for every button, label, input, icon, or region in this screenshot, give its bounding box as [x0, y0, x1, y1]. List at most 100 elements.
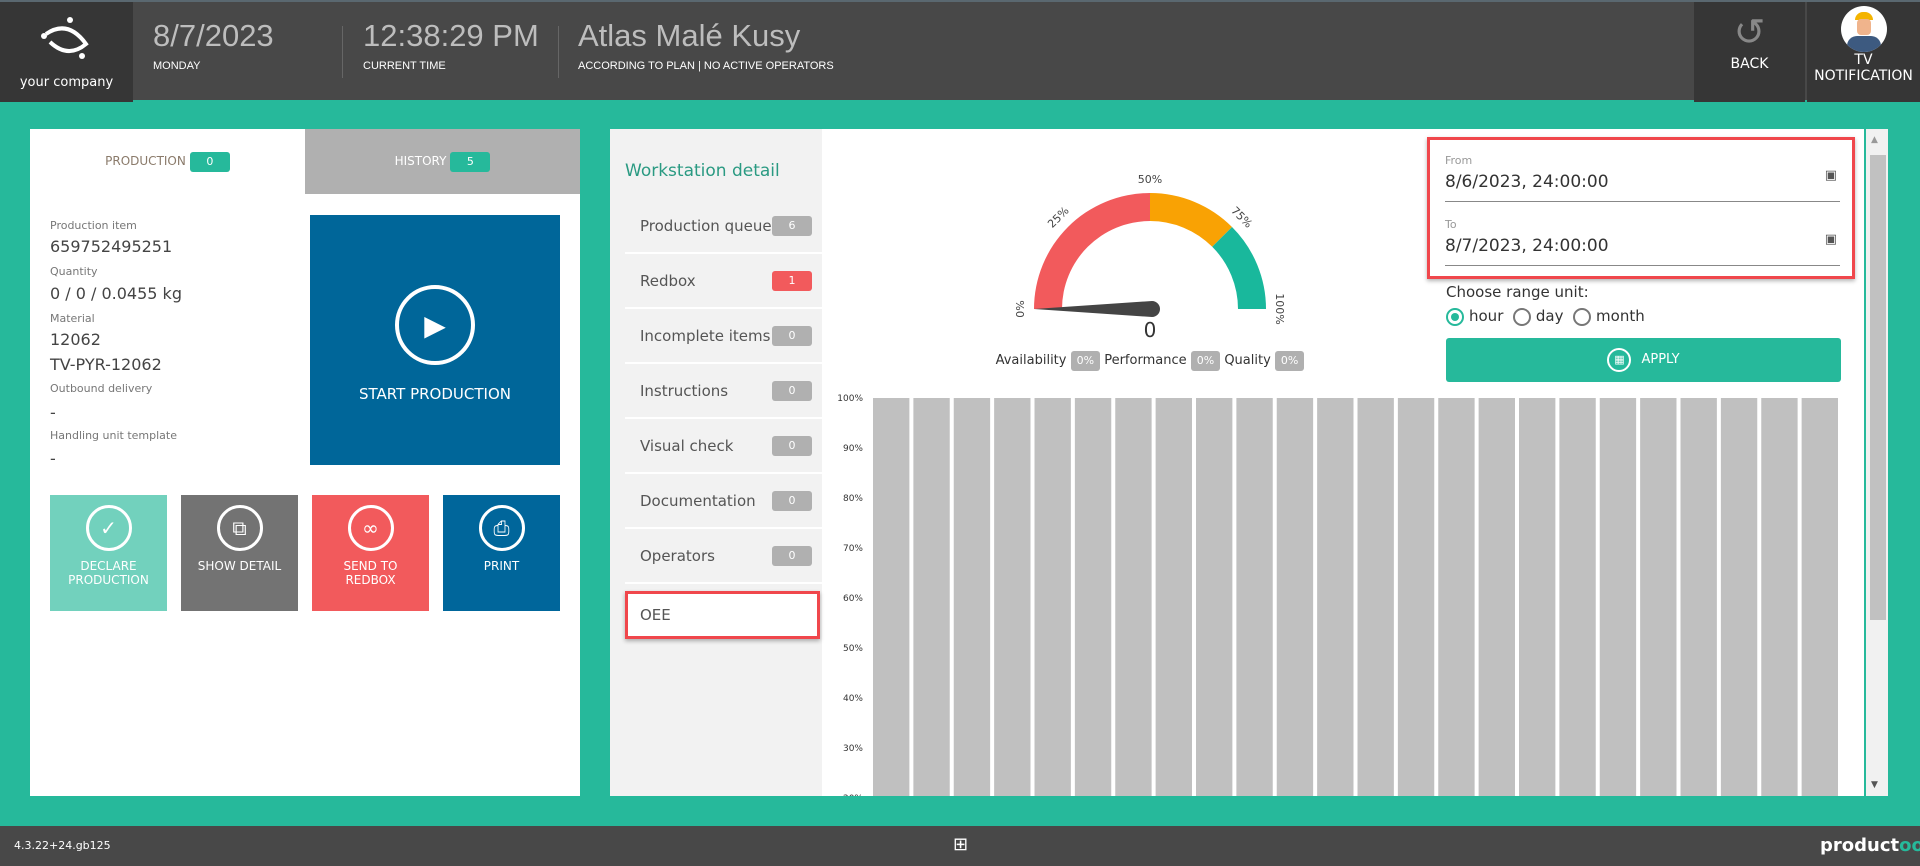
link-icon: ∞ [347, 505, 394, 551]
divider [558, 26, 559, 78]
show-detail-button[interactable]: ⧉ SHOW DETAIL [181, 495, 298, 611]
oee-bar[interactable] [1397, 398, 1435, 796]
apply-button[interactable]: ▦ APPLY [1446, 338, 1841, 382]
oee-bar[interactable] [1640, 398, 1677, 796]
sidebar-item-visual-check[interactable]: Visual check 0 [625, 419, 822, 474]
hu-value: - [50, 449, 56, 468]
sidebar-item-instructions[interactable]: Instructions 0 [625, 364, 822, 419]
oee-bar[interactable] [873, 398, 910, 796]
oee-bar[interactable] [1720, 398, 1758, 796]
footer: 4.3.22+24.gb125 ⊞ productoo [0, 826, 1920, 866]
tab-history[interactable]: HISTORY 5 [305, 129, 580, 194]
oee-gauge: 0% 25% 50% 75% 100% 0 [1014, 173, 1286, 342]
y-tick-label: 40% [843, 694, 863, 704]
oee-bar[interactable] [1317, 398, 1354, 796]
oee-bar[interactable] [1559, 398, 1596, 796]
gauge-segment-high [1212, 226, 1266, 309]
oee-bar[interactable] [1438, 398, 1475, 796]
calendar-icon[interactable]: ▣ [1824, 168, 1837, 183]
field-label: Handling unit template [50, 429, 177, 442]
version-label: 4.3.22+24.gb125 [14, 839, 111, 852]
workstation-detail-panel: Workstation detail Production queue 6 Redb… [610, 129, 1864, 796]
to-date-input[interactable]: 8/7/2023, 24:00:00 [1445, 236, 1840, 266]
scroll-down-arrow[interactable]: ▼ [1871, 780, 1878, 790]
y-tick-label: 100% [837, 394, 863, 404]
sidebar-item-oee[interactable]: OEE [625, 591, 820, 639]
gauge-value: 0 [1144, 318, 1157, 342]
oee-bar[interactable] [1478, 398, 1515, 796]
sidebar-item-incomplete-items[interactable]: Incomplete items 0 [625, 309, 822, 364]
sidebar-item-operators[interactable]: Operators 0 [625, 529, 822, 584]
oee-bar[interactable] [1519, 398, 1556, 796]
oee-bar[interactable] [1761, 398, 1798, 796]
oee-bar[interactable] [913, 398, 950, 796]
date: 8/7/2023 [153, 18, 274, 53]
y-tick-label: 30% [843, 744, 863, 754]
gauge-needle [1034, 301, 1160, 317]
check-icon: ✓ [85, 505, 132, 551]
radio-month[interactable]: month [1573, 307, 1645, 326]
sidebar-item-documentation[interactable]: Documentation 0 [625, 474, 822, 529]
oee-bar[interactable] [1236, 398, 1273, 796]
scroll-up-arrow[interactable]: ▲ [1871, 135, 1878, 145]
gauge-tick-label: 100% [1273, 293, 1286, 324]
count-badge: 0 [772, 436, 812, 456]
oee-bar[interactable] [953, 398, 991, 796]
radio-day[interactable]: day [1512, 307, 1564, 326]
start-production-button[interactable]: ▶ START PRODUCTION [310, 215, 560, 465]
performance-badge: 0% [1190, 351, 1221, 371]
y-tick-label: 80% [843, 494, 863, 504]
gauge-segment-low [1034, 193, 1150, 309]
gauge-tick-label: 0% [1014, 300, 1027, 317]
field-label: Production item [50, 219, 137, 232]
logo-icon [41, 17, 89, 59]
oee-bar[interactable] [1155, 398, 1192, 796]
printer-icon: ⎙ [478, 505, 525, 551]
oee-bar[interactable] [1276, 398, 1314, 796]
oee-bar[interactable] [1074, 398, 1112, 796]
time-label: CURRENT TIME [363, 60, 446, 72]
sidebar-item-production-queue[interactable]: Production queue 6 [625, 199, 822, 254]
oee-bar[interactable] [1034, 398, 1071, 796]
count-badge: 0 [772, 491, 812, 511]
undo-icon: ↺ [1733, 10, 1766, 54]
gauge-tick-label: 50% [1138, 173, 1162, 186]
date-range-box: From 8/6/2023, 24:00:00 ▣ To 8/7/2023, 2… [1427, 137, 1855, 279]
back-button[interactable]: ↺ BACK [1694, 2, 1805, 102]
from-date-input[interactable]: 8/6/2023, 24:00:00 [1445, 172, 1840, 202]
quality-badge: 0% [1274, 351, 1305, 371]
oee-bar[interactable] [994, 398, 1031, 796]
count-badge: 0 [772, 326, 812, 346]
grid-icon[interactable]: ⊞ [953, 834, 969, 855]
hierarchy-icon: ⧉ [216, 505, 263, 551]
sidebar-item-redbox[interactable]: Redbox 1 [625, 254, 822, 309]
y-tick-label: 60% [843, 594, 863, 604]
workstation-status: ACCORDING TO PLAN | NO ACTIVE OPERATORS [578, 60, 834, 72]
tv-notification-button[interactable]: TV NOTIFICATION [1807, 2, 1920, 102]
gauge-tick-label: 25% [1045, 204, 1071, 230]
field-label: Quantity [50, 265, 98, 278]
production-item-value: 659752495251 [50, 237, 173, 256]
scrollbar-thumb[interactable] [1870, 155, 1886, 620]
declare-production-button[interactable]: ✓ DECLARE PRODUCTION [50, 495, 167, 611]
oee-bar[interactable] [1801, 398, 1838, 796]
tab-production[interactable]: PRODUCTION 0 [30, 129, 305, 194]
scrollbar[interactable]: ▲ ▼ [1866, 129, 1888, 796]
oee-bar[interactable] [1196, 398, 1233, 796]
oee-bar[interactable] [1115, 398, 1152, 796]
oee-bar[interactable] [1599, 398, 1637, 796]
oee-bar[interactable] [1357, 398, 1394, 796]
count-badge: 6 [772, 216, 812, 236]
quantity-value: 0 / 0 / 0.0455 kg [50, 284, 182, 303]
oee-bar[interactable] [1680, 398, 1717, 796]
send-to-redbox-button[interactable]: ∞ SEND TO REDBOX [312, 495, 429, 611]
calendar-icon[interactable]: ▣ [1824, 232, 1837, 247]
y-tick-label: 20% [843, 794, 863, 796]
gauge-tick-label: 75% [1228, 204, 1254, 230]
company-logo[interactable]: your company [0, 2, 133, 102]
gauge-legend: Availability 0% Performance 0% Quality 0… [992, 351, 1308, 371]
radio-hour[interactable]: hour [1446, 307, 1503, 326]
day: MONDAY [153, 60, 201, 72]
print-button[interactable]: ⎙ PRINT [443, 495, 560, 611]
availability-badge: 0% [1070, 351, 1101, 371]
